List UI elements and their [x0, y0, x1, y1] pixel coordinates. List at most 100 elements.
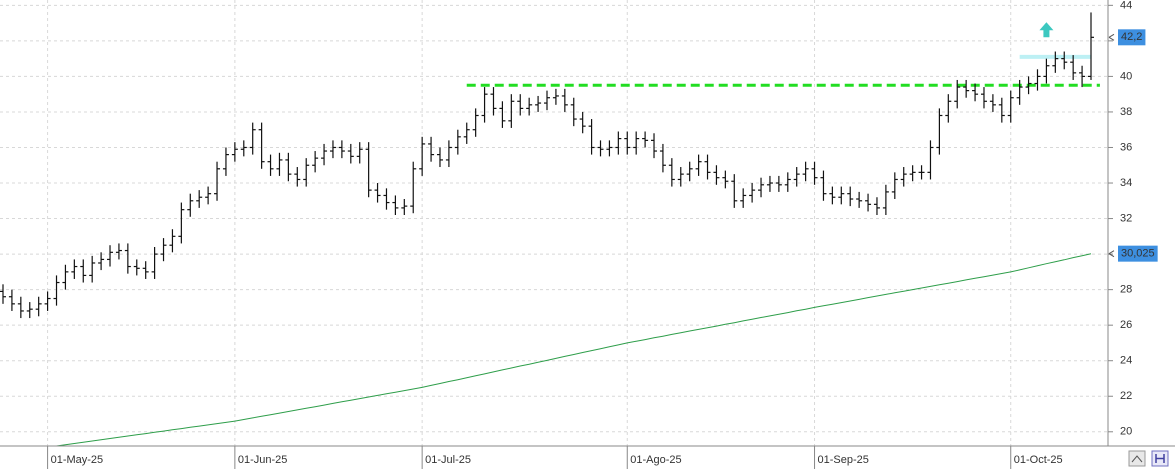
ohlc-bar — [820, 170, 827, 201]
ohlc-bar — [463, 122, 470, 144]
ohlc-bar — [873, 197, 880, 216]
ohlc-bar — [615, 131, 622, 155]
ohlc-bar — [365, 142, 372, 198]
ohlc-bar — [44, 291, 51, 311]
y-tick-label: 32 — [1120, 212, 1132, 224]
zoom-button[interactable] — [1128, 450, 1146, 467]
zoom-icon — [1131, 455, 1143, 463]
ohlc-bar — [419, 136, 426, 176]
ohlc-bar — [383, 188, 390, 210]
ohlc-bar — [1052, 51, 1059, 73]
price-label-box — [1118, 245, 1158, 262]
ohlc-bar — [0, 284, 6, 304]
ohlc-bar — [856, 191, 863, 208]
ohlc-bar — [222, 147, 229, 176]
y-tick-label: 24 — [1120, 355, 1132, 367]
ohlc-bar — [544, 90, 550, 111]
ohlc-bar — [570, 97, 577, 127]
ohlc-bar — [133, 259, 140, 276]
ohlc-bar — [695, 154, 702, 176]
y-tick-label: 44 — [1120, 0, 1132, 11]
ohlc-bar — [659, 143, 666, 173]
ohlc-bar — [552, 88, 559, 105]
ohlc-bar — [187, 193, 194, 217]
ohlc-bar — [668, 158, 675, 187]
ohlc-bar — [722, 170, 729, 189]
ohlc-bar — [472, 108, 479, 137]
ohlc-bar — [329, 140, 336, 159]
ohlc-bar — [267, 154, 274, 176]
ohlc-bar — [276, 152, 283, 176]
ohlc-bar — [214, 161, 221, 201]
ohlc-bar — [847, 186, 854, 207]
ohlc-bar — [945, 94, 952, 123]
ohlc-bar — [731, 174, 738, 208]
ohlc-bar — [704, 154, 711, 180]
ohlc-bar — [740, 188, 747, 208]
y-tick-label: 22 — [1120, 390, 1132, 402]
ohlc-bar — [838, 186, 845, 205]
ohlc-bar — [713, 165, 720, 185]
ohlc-bar — [89, 255, 96, 283]
x-tick-label: 01-Jul-25 — [425, 454, 471, 466]
ohlc-bar — [1079, 65, 1086, 88]
ohlc-bar — [811, 161, 818, 185]
ohlc-bar — [151, 246, 158, 279]
moving-average-line — [47, 253, 1092, 446]
ohlc-bar — [829, 186, 836, 205]
ohlc-bar — [374, 183, 381, 203]
ohlc-bar — [998, 97, 1005, 123]
ohlc-bar — [169, 229, 176, 253]
ohlc-bar — [410, 161, 417, 214]
ohlc-bar — [401, 199, 408, 216]
ohlc-bar — [963, 79, 970, 98]
ohlc-bar — [71, 259, 78, 279]
ohlc-bar — [347, 143, 354, 164]
ohlc-bar — [936, 108, 943, 155]
ohlc-bar — [793, 167, 800, 187]
ohlc-bar — [633, 131, 640, 155]
y-tick-label: 26 — [1120, 319, 1132, 331]
price-label: 30,025 — [1121, 248, 1155, 260]
ohlc-bar — [588, 119, 595, 155]
ohlc-bar — [909, 165, 916, 182]
ohlc-bar — [784, 172, 791, 192]
ohlc-bar — [775, 175, 782, 192]
ohlc-bar — [80, 259, 87, 283]
ohlc-bar — [445, 140, 452, 168]
ohlc-bar — [240, 140, 247, 157]
ohlc-bar — [1043, 58, 1050, 84]
ohlc-bar — [196, 190, 203, 208]
ohlc-bar — [758, 177, 765, 198]
plot-area — [0, 12, 1100, 446]
ohlc-bar — [142, 261, 149, 279]
price-label-box — [1118, 29, 1146, 46]
ohlc-bar — [624, 131, 631, 155]
ohlc-bar — [891, 172, 898, 200]
ohlc-bar — [579, 111, 586, 134]
axes: 2022242628303234363840424401-May-2501-Ju… — [47, 0, 1158, 469]
ohlc-bar — [1061, 51, 1068, 70]
ohlc-bar — [115, 243, 122, 260]
ohlc-bar — [294, 167, 301, 187]
price-pointer — [1108, 250, 1115, 258]
ohlc-bar — [205, 186, 212, 205]
ohlc-bar — [927, 140, 934, 180]
ohlc-bar — [160, 238, 167, 262]
ohlc-bar — [1016, 79, 1023, 105]
ohlc-bar — [490, 87, 497, 116]
grid — [0, 0, 1108, 446]
ohlc-bar — [508, 94, 515, 128]
x-tick-label: 01-Sep-25 — [818, 454, 869, 466]
ohlc-bar — [312, 151, 319, 173]
ohlc-bar — [499, 101, 506, 128]
price-label: 42,2 — [1121, 31, 1142, 43]
ohlc-bar — [321, 143, 328, 166]
ohlc-bar — [802, 161, 809, 182]
ohlc-bar — [338, 140, 345, 159]
ohlc-bar — [285, 152, 292, 182]
ohlc-bar — [35, 296, 42, 317]
ohlc-bar — [642, 131, 649, 148]
y-tick-label: 34 — [1120, 177, 1132, 189]
